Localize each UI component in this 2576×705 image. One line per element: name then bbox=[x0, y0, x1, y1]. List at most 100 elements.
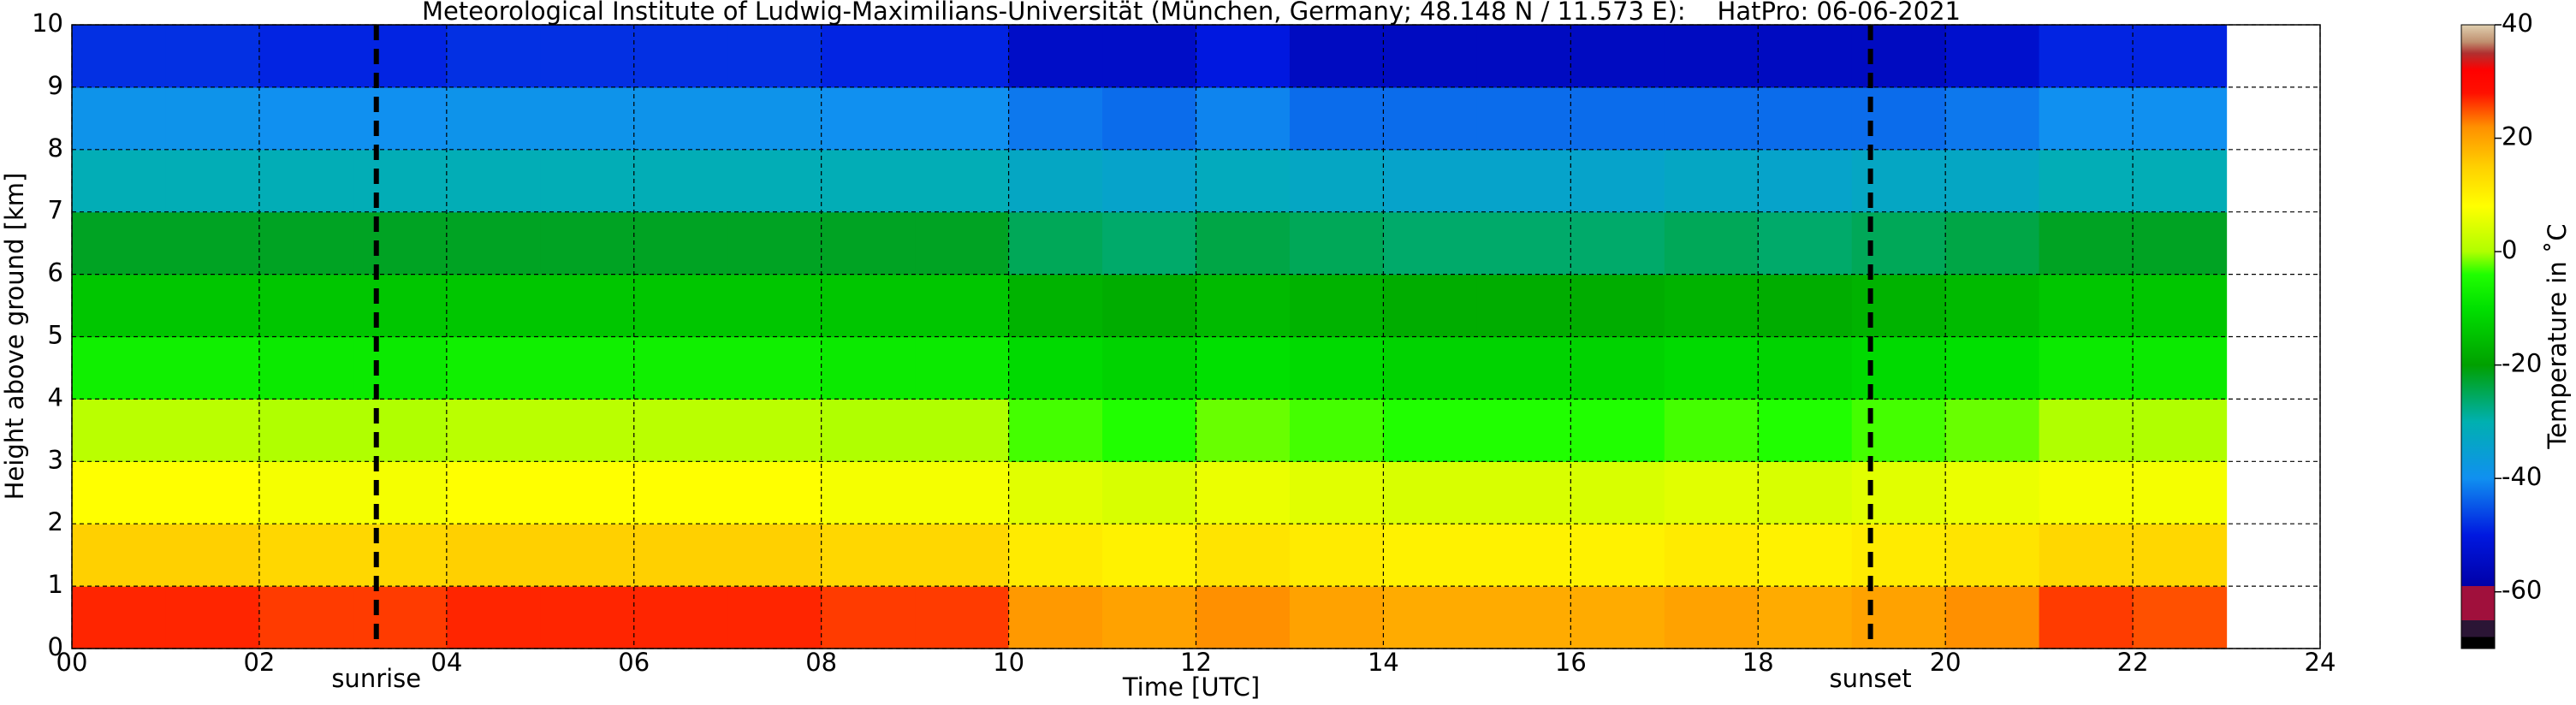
heat-cell bbox=[540, 149, 635, 213]
x-tick-label: 18 bbox=[1742, 648, 1774, 677]
heat-cell bbox=[727, 461, 822, 524]
colorbar-tick-label: -20 bbox=[2502, 349, 2542, 378]
heat-cell bbox=[1196, 86, 1291, 151]
heat-cell bbox=[1758, 25, 1853, 88]
heat-cell bbox=[1383, 25, 1478, 88]
heat-cell bbox=[633, 586, 728, 649]
heat-cell bbox=[1851, 274, 1946, 338]
heat-cell bbox=[2133, 25, 2228, 88]
heat-cell bbox=[1664, 86, 1759, 151]
heat-cell bbox=[821, 586, 916, 649]
heat-cell bbox=[727, 399, 822, 462]
heat-cell bbox=[633, 399, 728, 462]
heat-cell bbox=[915, 399, 1010, 462]
heat-cell bbox=[1102, 399, 1197, 462]
heat-cell bbox=[1102, 86, 1197, 151]
heat-cell bbox=[1383, 524, 1478, 587]
heat-cell bbox=[1758, 336, 1853, 400]
heat-cell bbox=[353, 461, 448, 524]
heat-cell bbox=[1570, 149, 1665, 213]
heat-cell bbox=[1945, 586, 2040, 649]
heat-cell bbox=[2039, 524, 2134, 587]
heat-cell bbox=[1102, 149, 1197, 213]
heat-cell bbox=[727, 149, 822, 213]
heat-cell bbox=[165, 149, 260, 213]
heat-cell bbox=[1289, 461, 1385, 524]
heat-cell bbox=[258, 211, 353, 275]
heat-cell bbox=[1102, 524, 1197, 587]
heat-cell bbox=[2133, 336, 2228, 400]
heat-cell bbox=[1008, 586, 1103, 649]
heat-cell bbox=[540, 399, 635, 462]
heat-cell bbox=[821, 149, 916, 213]
heat-cell bbox=[1945, 149, 2040, 213]
heat-cell bbox=[1289, 399, 1385, 462]
heat-cell bbox=[1383, 336, 1478, 400]
heat-cell bbox=[446, 274, 541, 338]
heat-cell bbox=[2133, 399, 2228, 462]
heat-cell bbox=[72, 336, 167, 400]
heat-cell bbox=[2039, 274, 2134, 338]
heat-cell bbox=[165, 336, 260, 400]
heat-cell bbox=[727, 586, 822, 649]
heat-cell bbox=[165, 25, 260, 88]
heat-cell bbox=[1008, 399, 1103, 462]
heat-cell bbox=[1008, 86, 1103, 151]
heat-cell bbox=[727, 25, 822, 88]
heat-cell bbox=[446, 461, 541, 524]
y-tick-label: 3 bbox=[48, 445, 63, 474]
heat-cell bbox=[1476, 461, 1571, 524]
heat-cell bbox=[915, 524, 1010, 587]
heat-cell bbox=[2039, 336, 2134, 400]
heat-cell bbox=[2133, 86, 2228, 151]
heat-cell bbox=[1570, 399, 1665, 462]
heat-cell bbox=[1758, 149, 1853, 213]
heat-cell bbox=[2133, 524, 2228, 587]
heat-cell bbox=[1196, 274, 1291, 338]
heat-cell bbox=[72, 274, 167, 338]
heat-cell bbox=[1196, 25, 1291, 88]
heat-cell bbox=[1570, 461, 1665, 524]
x-tick-label: 04 bbox=[430, 648, 462, 677]
heat-cell bbox=[1758, 86, 1853, 151]
colorbar-label: Temperature in ˚C bbox=[2543, 223, 2572, 449]
heat-cell bbox=[633, 25, 728, 88]
heat-cell bbox=[1664, 336, 1759, 400]
heat-cell bbox=[353, 86, 448, 151]
heat-cell bbox=[1196, 211, 1291, 275]
heat-cell bbox=[446, 399, 541, 462]
heat-cell bbox=[915, 86, 1010, 151]
heat-cell bbox=[633, 524, 728, 587]
heat-cell bbox=[821, 461, 916, 524]
heat-cell bbox=[1476, 25, 1571, 88]
heat-cell bbox=[540, 461, 635, 524]
x-tick-label: 12 bbox=[1180, 648, 1212, 677]
heat-cell bbox=[1102, 25, 1197, 88]
heat-cell bbox=[1289, 274, 1385, 338]
heat-cell bbox=[540, 86, 635, 151]
heat-cell bbox=[1102, 461, 1197, 524]
heat-cell bbox=[1383, 461, 1478, 524]
heat-cell bbox=[821, 211, 916, 275]
heat-cell bbox=[1664, 399, 1759, 462]
heat-cell bbox=[1102, 211, 1197, 275]
heat-cell bbox=[2039, 586, 2134, 649]
heat-cell bbox=[1383, 399, 1478, 462]
heat-cell bbox=[1383, 211, 1478, 275]
heat-cell bbox=[1664, 211, 1759, 275]
heat-cell bbox=[165, 524, 260, 587]
heat-cell bbox=[1476, 274, 1571, 338]
heat-cell bbox=[2133, 149, 2228, 213]
heat-cell bbox=[1008, 274, 1103, 338]
x-tick-label: 08 bbox=[805, 648, 837, 677]
sun-label: sunrise bbox=[331, 664, 421, 693]
heat-cell bbox=[258, 461, 353, 524]
heat-cell bbox=[1570, 524, 1665, 587]
heat-cell bbox=[2133, 274, 2228, 338]
heat-cell bbox=[540, 586, 635, 649]
heat-cell bbox=[727, 336, 822, 400]
heat-cell bbox=[1945, 211, 2040, 275]
heat-cell bbox=[1289, 86, 1385, 151]
y-tick-label: 4 bbox=[48, 382, 63, 412]
